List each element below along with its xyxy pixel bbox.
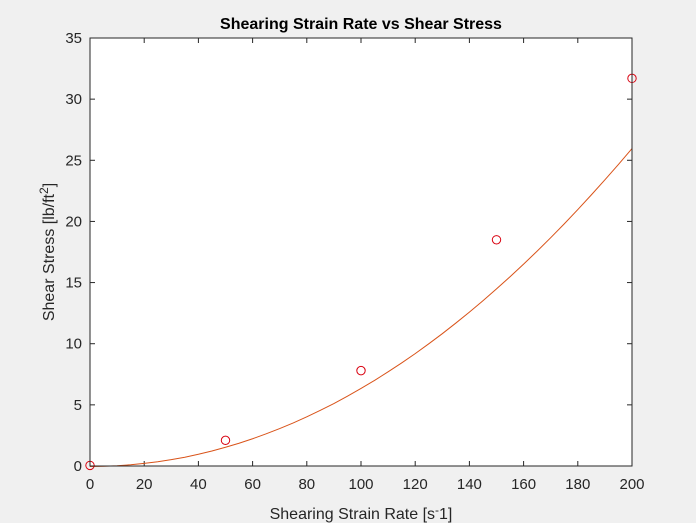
plot-box <box>89 37 633 467</box>
x-tick-label: 160 <box>511 476 536 493</box>
x-tick-label: 40 <box>190 476 207 493</box>
data-point-marker <box>220 435 231 446</box>
x-axis-label-main: Shearing Strain Rate [s <box>270 506 435 523</box>
x-tick-label: 180 <box>565 476 590 493</box>
fit-curve-line <box>89 148 633 467</box>
y-axis-label-superscript: 2 <box>37 187 51 194</box>
y-tick-label: 0 <box>74 458 82 475</box>
y-axis-label-main: Shear Stress [lb/ft <box>41 193 58 321</box>
y-tick-label: 25 <box>65 152 82 169</box>
y-axis-label: Shear Stress [lb/ft2] <box>37 183 58 321</box>
y-tick-label: 30 <box>65 91 82 108</box>
y-tick-label: 20 <box>65 213 82 230</box>
y-axis-label-tail: ] <box>41 183 58 187</box>
plot-area <box>90 38 632 466</box>
data-point-marker <box>356 365 366 376</box>
x-tick-label: 120 <box>403 476 428 493</box>
y-tick-label: 10 <box>65 336 82 353</box>
data-point-marker <box>491 235 502 245</box>
x-tick-label: 200 <box>619 476 644 493</box>
x-tick-label: 140 <box>457 476 482 493</box>
x-axis-label: Shearing Strain Rate [s-1] <box>270 503 453 523</box>
x-axis-label-tail: 1] <box>439 506 452 523</box>
x-axis-ticks: 0 20 40 60 80 100 120 140 160 180 200 <box>86 38 645 493</box>
x-tick-label: 80 <box>298 476 315 493</box>
series-layer <box>85 73 637 471</box>
y-tick-label: 35 <box>65 30 82 47</box>
x-tick-label: 20 <box>136 476 153 493</box>
y-tick-label: 5 <box>74 397 82 414</box>
chart-title: Shearing Strain Rate vs Shear Stress <box>220 16 502 33</box>
x-tick-label: 100 <box>348 476 373 493</box>
x-axis-label-superscript: - <box>435 503 439 517</box>
x-tick-label: 0 <box>86 476 94 493</box>
y-tick-label: 15 <box>65 275 82 292</box>
x-tick-label: 60 <box>244 476 261 493</box>
y-axis-ticks: 0 5 10 15 20 25 30 35 <box>65 30 632 475</box>
